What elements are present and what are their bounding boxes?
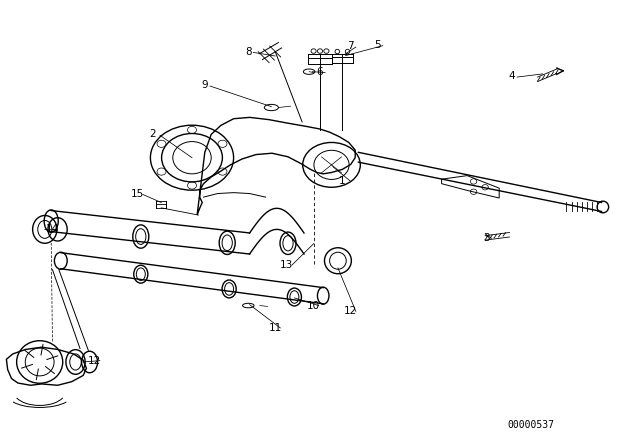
Text: 8: 8 (245, 47, 252, 56)
Text: 12: 12 (88, 356, 101, 366)
Text: 00000537: 00000537 (508, 420, 555, 430)
Text: 4: 4 (509, 71, 515, 81)
Text: 7: 7 (348, 41, 354, 51)
Text: 12: 12 (344, 306, 357, 316)
Text: 1: 1 (339, 177, 346, 186)
Text: 10: 10 (307, 301, 320, 310)
Text: 9: 9 (202, 80, 208, 90)
Text: 2: 2 (149, 129, 156, 139)
Text: 13: 13 (280, 260, 293, 270)
Text: 11: 11 (269, 323, 282, 333)
Text: 15: 15 (131, 189, 144, 198)
Text: 3: 3 (483, 233, 490, 243)
Text: 6: 6 (317, 67, 323, 77)
Text: 14: 14 (46, 224, 59, 234)
Text: 5: 5 (374, 40, 381, 50)
